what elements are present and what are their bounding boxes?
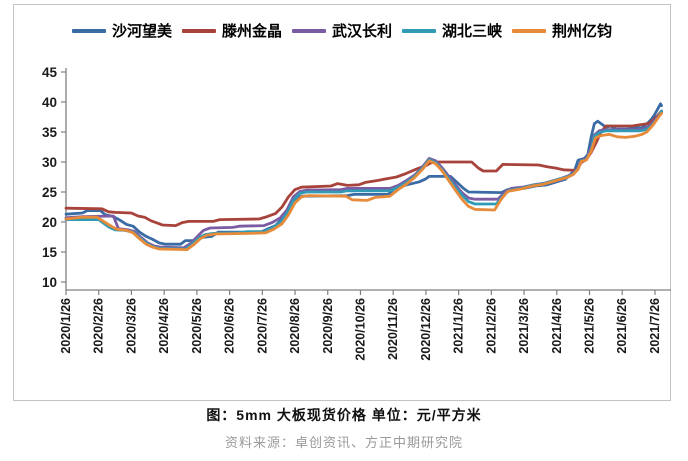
y-tick-label: 15: [42, 245, 58, 260]
x-tick-label: 2020/8/26: [288, 298, 302, 354]
x-tick-label: 2021/5/26: [583, 298, 597, 354]
y-tick-label: 40: [42, 95, 57, 110]
legend-label: 荆州亿钧: [552, 23, 613, 40]
x-tick-label: 2020/11/26: [386, 298, 400, 360]
legend-label: 湖北三峡: [442, 23, 503, 40]
legend-item-2: 武汉长利: [291, 20, 392, 41]
legend-item-0: 沙河望美: [71, 20, 172, 41]
legend-line-swatch: [291, 28, 326, 33]
legend-item-1: 滕州金晶: [181, 20, 282, 41]
x-tick-label: 2020/4/26: [157, 298, 171, 354]
x-tick-label: 2020/10/26: [353, 298, 367, 361]
series-line-4: [64, 112, 663, 252]
y-tick-label: 35: [42, 125, 58, 140]
figure-title: 图：5mm 大板现货价格 单位：元/平方米: [206, 407, 482, 423]
y-tick-label: 45: [42, 65, 58, 80]
x-tick-label: 2021/7/26: [648, 298, 662, 354]
x-tick-label: 2021/3/26: [517, 298, 531, 354]
x-tick-label: 2020/2/26: [92, 298, 106, 354]
x-tick-label: 2020/7/26: [255, 298, 269, 354]
legend-line-swatch: [402, 28, 436, 33]
legend-item-4: 荆州亿钧: [512, 20, 612, 41]
x-tick-label: 2020/3/26: [124, 298, 138, 354]
legend-line-swatch: [512, 28, 547, 33]
legend-label: 滕州金晶: [221, 23, 282, 40]
series-line-1: [64, 109, 663, 228]
x-tick-label: 2020/9/26: [321, 298, 335, 354]
x-tick-label: 2021/6/26: [615, 298, 629, 354]
series-line-3: [64, 109, 663, 251]
series-line-0: [64, 102, 663, 246]
y-tick-label: 25: [42, 185, 58, 200]
y-tick-label: 10: [42, 275, 57, 290]
legend-item-3: 湖北三峡: [402, 20, 502, 41]
legend-line-swatch: [181, 28, 216, 33]
chart-frame: [13, 4, 671, 401]
legend-line-swatch: [71, 28, 106, 33]
series-line-2: [64, 110, 663, 250]
legend-label: 武汉长利: [331, 23, 392, 40]
chart-legend: 沙河望美 滕州金晶 武汉长利 湖北三峡 荆州亿钧: [13, 20, 671, 41]
y-tick-label: 30: [42, 155, 57, 170]
legend-label: 沙河望美: [111, 23, 172, 40]
x-tick-label: 2021/4/26: [550, 298, 564, 354]
caption-block: 图：5mm 大板现货价格 单位：元/平方米 资料来源：卓创资讯、方正中期研究院: [0, 405, 688, 451]
x-tick-label: 2020/6/26: [223, 298, 237, 354]
x-tick-label: 2021/2/26: [484, 298, 498, 354]
x-tick-label: 2021/1/26: [452, 298, 466, 354]
y-tick-label: 20: [42, 215, 57, 230]
x-tick-label: 2020/12/26: [419, 298, 433, 361]
figure-source: 资料来源：卓创资讯、方正中期研究院: [224, 435, 463, 450]
x-tick-label: 2020/1/26: [59, 298, 73, 354]
x-tick-label: 2020/5/26: [190, 298, 204, 354]
